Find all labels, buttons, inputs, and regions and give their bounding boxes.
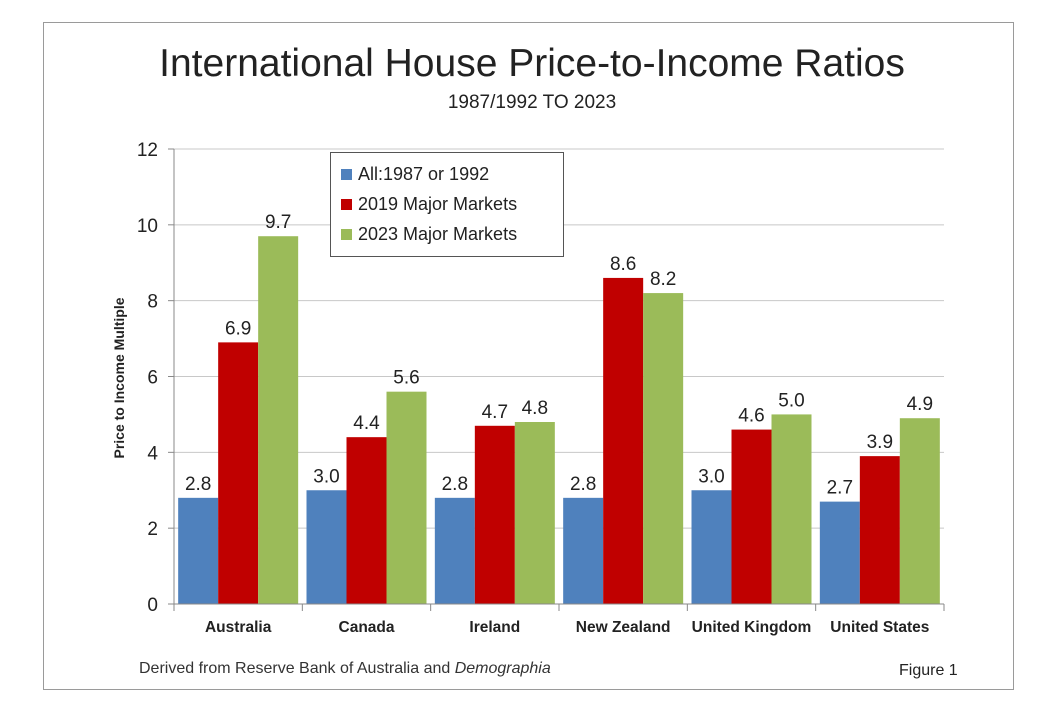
legend-item: 2023 Major Markets (341, 219, 563, 249)
bar (603, 277, 644, 604)
legend-label: 2019 Major Markets (358, 193, 518, 214)
bar (563, 497, 604, 604)
bar (771, 414, 812, 604)
y-axis-label: Price to Income Multiple (111, 297, 127, 458)
x-tick-label: Canada (339, 619, 395, 636)
y-axis-ticks: 0 2 4 6 8 10 12 (137, 140, 175, 616)
data-label: 3.9 (867, 432, 893, 453)
data-labels: 2.8 6.9 9.7 3.0 4.4 5.6 2.8 4.7 4.8 2.8 8.6 8.2 3.0 4… (185, 212, 933, 498)
x-tick-label: New Zealand (576, 619, 671, 636)
data-label: 4.8 (522, 398, 548, 419)
bar (819, 501, 860, 604)
bar (691, 490, 732, 604)
legend-item: 2019 Major Markets (341, 189, 563, 219)
y-tick-label: 0 (147, 595, 158, 616)
figure-label: Figure 1 (899, 662, 958, 679)
data-label: 5.0 (778, 390, 804, 411)
x-tick-label: Ireland (469, 619, 520, 636)
data-label: 4.6 (738, 406, 764, 427)
bar (346, 437, 387, 604)
legend: All:1987 or 1992 2019 Major Markets 2023… (330, 152, 564, 257)
chart-title: International House Price-to-Income Rati… (159, 42, 905, 85)
data-label: 4.7 (482, 402, 508, 423)
data-label: 3.0 (313, 466, 339, 487)
x-tick-label: Australia (205, 619, 272, 636)
y-tick-label: 10 (137, 216, 158, 237)
legend-swatch (341, 168, 352, 180)
data-label: 8.6 (610, 254, 636, 275)
legend-swatch (341, 228, 352, 240)
bar (514, 422, 555, 604)
chart-subtitle: 1987/1992 TO 2023 (447, 92, 617, 113)
data-label: 3.0 (698, 466, 724, 487)
data-label: 2.8 (185, 474, 211, 495)
data-label: 4.4 (353, 413, 380, 434)
data-label: 2.8 (442, 474, 468, 495)
data-label: 4.9 (907, 394, 933, 415)
bar (474, 425, 515, 604)
bar (386, 391, 427, 604)
bar (306, 490, 347, 604)
bar (258, 236, 299, 605)
source-note: Derived from Reserve Bank of Australia a… (139, 660, 551, 678)
bar (643, 293, 684, 604)
data-label: 9.7 (265, 212, 291, 233)
legend-item: All:1987 or 1992 (341, 159, 563, 189)
bars (178, 236, 940, 605)
data-label: 8.2 (650, 269, 676, 290)
data-label: 2.8 (570, 474, 596, 495)
data-label: 5.6 (393, 368, 419, 389)
y-tick-label: 4 (147, 443, 158, 464)
data-label: 6.9 (225, 318, 251, 339)
source-text: Derived from Reserve Bank of Australia a… (139, 660, 455, 677)
y-tick-label: 6 (147, 368, 158, 389)
bar (731, 429, 772, 604)
source-publication: Demographia (454, 660, 551, 677)
bar (218, 342, 259, 604)
legend-label: 2023 Major Markets (358, 223, 518, 244)
x-tick-label: United States (830, 619, 929, 636)
x-tick-label: United Kingdom (692, 619, 812, 636)
bar (178, 497, 219, 604)
y-tick-label: 12 (137, 140, 158, 161)
legend-label: All:1987 or 1992 (358, 163, 490, 184)
bar (899, 418, 940, 604)
data-label: 2.7 (827, 478, 853, 499)
bar (859, 456, 900, 604)
y-tick-label: 8 (147, 292, 158, 313)
legend-swatch (341, 198, 352, 210)
bar (434, 497, 475, 604)
x-axis: Australia Canada Ireland New Zealand United … (173, 603, 945, 636)
y-tick-label: 2 (147, 519, 158, 540)
